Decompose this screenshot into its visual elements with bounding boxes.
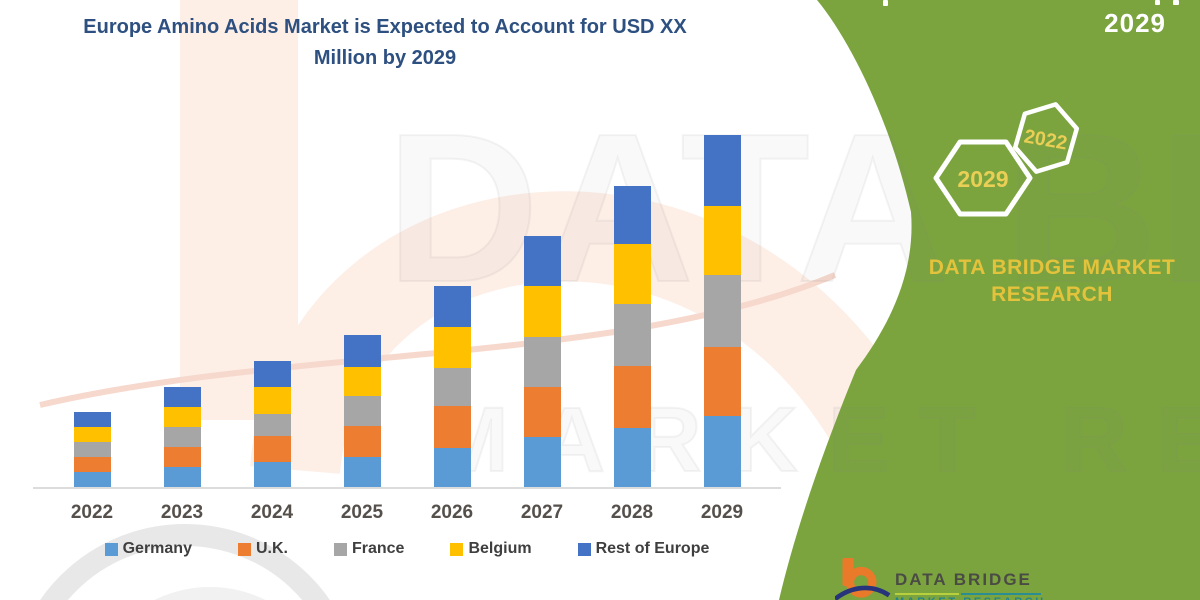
bar-column-2028: [587, 120, 677, 487]
chart-legend: Germany U.K. France Belgium Rest of Europe: [47, 540, 767, 558]
x-tick-2022: 2022: [70, 502, 114, 523]
bar-segment-2023-rest-of-europe: [163, 387, 201, 407]
bar-segment-2022-rest-of-europe: [73, 412, 111, 427]
bar-2027: [523, 236, 561, 487]
bar-segment-2027-rest-of-europe: [523, 236, 561, 286]
legend-item-belgium: Belgium: [450, 540, 532, 558]
x-axis-labels: 2022 2023 2024 2025 2026 2027 2028 2029: [47, 502, 767, 524]
bar-segment-2027-belgium: [523, 286, 561, 337]
bar-segment-2025-belgium: [343, 367, 381, 396]
watermark-b-bowl-arc: [250, 191, 958, 534]
legend-swatch-france: [333, 542, 347, 556]
bar-segment-2023-belgium: [163, 407, 201, 427]
bar-2029: [703, 135, 741, 487]
bar-segment-2023-u-k: [163, 447, 201, 467]
footer-logo-block: DATA BRIDGE MARKET RESEARCH: [835, 558, 1043, 600]
legend-label-rest-of-europe: Rest of Europe: [595, 540, 710, 557]
legend-label-belgium: Belgium: [468, 540, 532, 557]
chart-title: Europe Amino Acids Market is Expected to…: [35, 12, 735, 74]
bar-segment-2028-france: [613, 304, 651, 366]
bar-segment-2029-rest-of-europe: [703, 135, 741, 206]
bar-column-2022: [47, 120, 137, 487]
bar-2023: [163, 387, 201, 487]
x-tick-2023: 2023: [160, 502, 204, 523]
chart-title-line2: Million by 2029: [313, 47, 457, 69]
bar-segment-2023-france: [163, 427, 201, 447]
legend-item-rest-of-europe: Rest of Europe: [577, 540, 710, 558]
bar-segment-2022-france: [73, 442, 111, 457]
bar-segment-2025-france: [343, 396, 381, 426]
bar-column-2026: [407, 120, 497, 487]
legend-item-u-k: U.K.: [237, 540, 288, 558]
bar-segment-2024-belgium: [253, 387, 291, 414]
footer-underline-right: [961, 593, 1041, 595]
bar-segment-2026-france: [433, 368, 471, 406]
bar-column-2027: [497, 120, 587, 487]
bar-segment-2022-germany: [73, 472, 111, 487]
bar-segment-2025-u-k: [343, 426, 381, 457]
watermark-b-stem: [180, 0, 298, 420]
bars: [47, 120, 767, 487]
legend-swatch-rest-of-europe: [577, 542, 591, 556]
bar-segment-2024-u-k: [253, 436, 291, 462]
footer-underline-left: [895, 593, 959, 595]
footer-sub-brand: MARKET RESEARCH: [895, 596, 1046, 600]
bar-2026: [433, 286, 471, 487]
bar-segment-2029-u-k: [703, 347, 741, 416]
watermark-circle-small: [154, 587, 266, 600]
bar-segment-2024-france: [253, 414, 291, 436]
bar-segment-2028-rest-of-europe: [613, 186, 651, 244]
x-tick-2024: 2024: [250, 502, 294, 523]
bar-2028: [613, 186, 651, 487]
bar-2025: [343, 335, 381, 487]
bar-segment-2027-u-k: [523, 387, 561, 437]
x-tick-2029: 2029: [700, 502, 744, 523]
legend-swatch-u-k: [237, 542, 251, 556]
bar-segment-2028-germany: [613, 428, 651, 487]
bar-segment-2028-belgium: [613, 244, 651, 304]
bar-segment-2024-rest-of-europe: [253, 361, 291, 387]
bar-segment-2026-germany: [433, 448, 471, 487]
watermark-circle-large: [40, 524, 330, 600]
x-tick-2026: 2026: [430, 502, 474, 523]
legend-label-germany: Germany: [122, 540, 192, 557]
bar-2024: [253, 361, 291, 487]
chart-title-line1: Europe Amino Acids Market is Expected to…: [83, 16, 687, 38]
bar-segment-2025-germany: [343, 457, 381, 487]
bar-segment-2028-u-k: [613, 366, 651, 428]
legend-label-france: France: [351, 540, 405, 557]
x-tick-2025: 2025: [340, 502, 384, 523]
bar-segment-2026-u-k: [433, 406, 471, 448]
bar-segment-2027-germany: [523, 437, 561, 487]
bar-segment-2023-germany: [163, 467, 201, 487]
bar-segment-2022-belgium: [73, 427, 111, 442]
bar-segment-2026-rest-of-europe: [433, 286, 471, 327]
bar-column-2024: [227, 120, 317, 487]
bar-segment-2026-belgium: [433, 327, 471, 368]
bar-column-2029: [677, 120, 767, 487]
x-tick-2027: 2027: [520, 502, 564, 523]
x-tick-2028: 2028: [610, 502, 654, 523]
bar-segment-2025-rest-of-europe: [343, 335, 381, 367]
bar-segment-2027-france: [523, 337, 561, 387]
legend-label-u-k: U.K.: [255, 540, 288, 557]
legend-item-germany: Germany: [104, 540, 192, 558]
x-axis-line: [33, 487, 781, 489]
bar-column-2023: [137, 120, 227, 487]
bar-segment-2024-germany: [253, 462, 291, 487]
bar-segment-2029-belgium: [703, 206, 741, 275]
bar-segment-2022-u-k: [73, 457, 111, 472]
bar-segment-2029-germany: [703, 416, 741, 487]
bar-segment-2029-france: [703, 275, 741, 347]
green-panel-shape: [779, 0, 1200, 600]
bar-2022: [73, 412, 111, 487]
data-bridge-logo-icon: [835, 558, 891, 600]
footer-brand: DATA BRIDGE: [895, 570, 1032, 589]
legend-item-france: France: [333, 540, 405, 558]
legend-swatch-belgium: [450, 542, 464, 556]
legend-swatch-germany: [104, 542, 118, 556]
bar-column-2025: [317, 120, 407, 487]
